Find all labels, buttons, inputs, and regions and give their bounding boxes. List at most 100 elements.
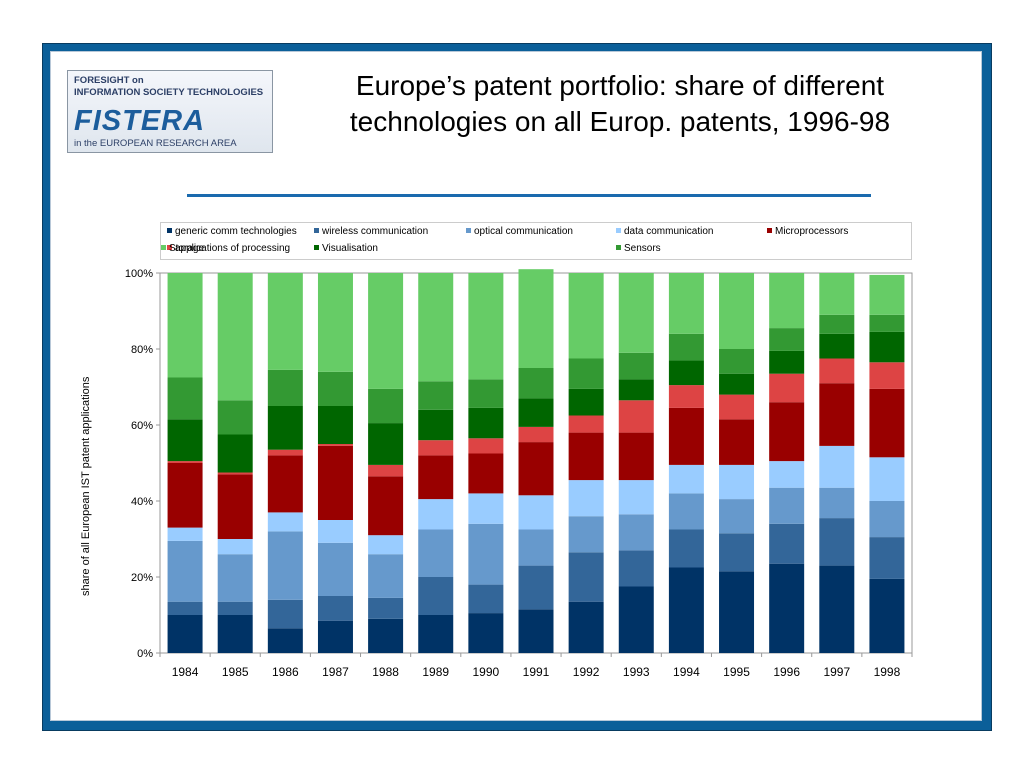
x-tick-label: 1985 [222,665,249,679]
bar-segment [668,273,704,334]
bar-segment [568,273,604,359]
bar-segment [769,328,805,351]
bar-segment [468,273,504,380]
bar-segment [368,476,404,536]
bar-segment [167,601,203,615]
title-line-1: Europe’s patent portfolio: share of diff… [355,70,885,101]
bar-segment [769,402,805,462]
bar-segment [618,273,654,353]
legend-item: applications of processing [167,243,290,254]
legend-item: generic comm technologies [167,226,297,237]
bar-segment [568,358,604,389]
bar-segment [217,273,253,401]
bar-segment [719,273,755,349]
y-tick-label: 60% [131,420,153,432]
bar-segment [518,398,554,427]
bar-segment [668,360,704,386]
bar-segment [267,406,303,450]
x-tick-label: 1996 [773,665,800,679]
bar-segment [267,628,303,653]
bar-segment [217,472,253,475]
bar-segment [167,419,203,462]
y-tick-label: 0% [137,648,153,660]
bar-segment [468,584,504,614]
y-tick-label: 20% [131,572,153,584]
bar-segment [819,518,855,566]
bar-segment [568,480,604,517]
fistera-logo: FORESIGHT on INFORMATION SOCIETY TECHNOL… [67,70,273,153]
bar-segment [719,394,755,420]
legend-swatch [161,245,166,250]
y-tick-label: 40% [131,496,153,508]
bar-segment [819,487,855,519]
bar-segment [618,400,654,433]
bar-segment [869,578,905,653]
bar-segment [267,369,303,406]
bar-segment [568,415,604,433]
bar-segment [769,523,805,564]
y-tick-label: 100% [125,268,153,280]
bar-segment [869,274,905,315]
bar-segment [819,333,855,359]
bar-segment [368,535,404,555]
bar-segment [167,615,203,653]
bar-segment [418,273,454,382]
bar-segment [317,542,353,596]
bar-segment [819,565,855,653]
bar-segment [869,314,905,332]
bar-segment [317,520,353,543]
bar-segment [618,586,654,653]
bar-segment [568,601,604,653]
x-tick-label: 1986 [272,665,299,679]
bar-segment [719,533,755,572]
bar-segment [819,445,855,488]
bar-segment [668,385,704,408]
bar-segment [468,493,504,524]
x-tick-label: 1992 [573,665,600,679]
legend-label: Microprocessors [775,226,849,237]
bar-segment [317,444,353,446]
bar-segment [869,457,905,501]
x-tick-label: 1994 [673,665,700,679]
bar-segment [167,377,203,420]
x-tick-label: 1989 [422,665,449,679]
bar-segment [668,493,704,530]
bar-segment [368,554,404,598]
bar-segment [368,273,404,389]
bar-segment [217,615,253,653]
bar-segment [719,373,755,395]
legend-swatch [314,228,319,233]
bar-segment [418,381,454,410]
legend-swatch [314,245,319,250]
bar-segment [618,379,654,401]
bar-segment [518,368,554,399]
bar-segment [167,527,203,541]
bar-segment [267,531,303,600]
bar-segment [317,371,353,406]
x-tick-label: 1984 [172,665,199,679]
legend-item: optical communication [466,226,573,237]
bar-segment [769,487,805,524]
bar-segment [668,407,704,465]
legend-label: data communication [624,226,714,237]
bar-segment [719,571,755,653]
bar-segment [167,461,203,463]
bar-segment [769,563,805,653]
logo-line-1: FORESIGHT on [74,75,144,86]
bar-segment [819,358,855,384]
x-tick-label: 1993 [623,665,650,679]
bar-segment [317,445,353,520]
legend-swatch [616,228,621,233]
bar-segment [468,613,504,653]
bar-segment [719,499,755,534]
bar-segment [317,406,353,444]
bar-segment [468,453,504,494]
bar-segment [719,349,755,374]
legend-item: data communication [616,226,714,237]
bar-segment [368,597,404,619]
bar-segment [368,423,404,465]
bar-segment [869,362,905,389]
bar-segment [869,537,905,579]
legend-label: optical communication [474,226,573,237]
